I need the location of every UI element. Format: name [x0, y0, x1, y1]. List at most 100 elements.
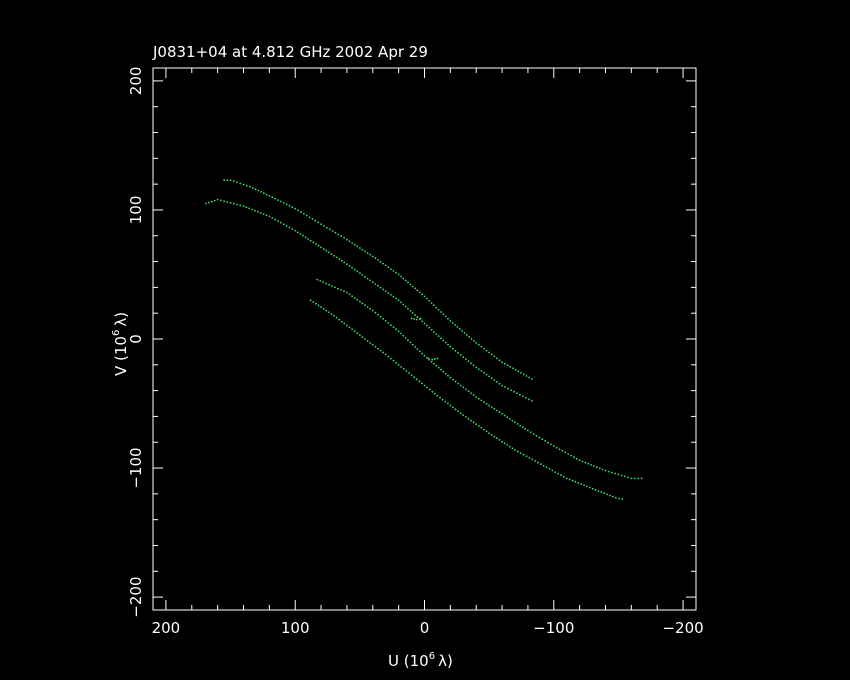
uv-point [216, 198, 219, 201]
uv-point [249, 185, 251, 188]
uv-point [465, 334, 468, 336]
uv-point [633, 477, 636, 480]
uv-point [454, 324, 456, 326]
uv-point [402, 368, 405, 370]
uv-point [312, 241, 315, 244]
uv-point [449, 320, 452, 322]
uv-point [262, 213, 265, 216]
uv-point [361, 274, 364, 276]
uv-point [430, 302, 433, 304]
uv-point [356, 245, 359, 248]
uv-point [404, 305, 407, 308]
uv-point [493, 379, 496, 381]
data-points [205, 179, 643, 500]
uv-point [531, 458, 534, 461]
uv-point [508, 418, 511, 420]
uv-point [320, 246, 322, 249]
uv-point [436, 394, 439, 397]
uv-point [366, 340, 369, 342]
uv-point [488, 404, 490, 407]
uv-point [404, 279, 407, 282]
uv-point [351, 328, 353, 331]
uv-point [485, 373, 488, 376]
uv-point [462, 414, 465, 416]
uv-point [467, 360, 470, 363]
x-tick-label: 200 [152, 619, 181, 637]
uv-point [236, 203, 238, 206]
uv-point [271, 196, 274, 199]
uv-point [248, 207, 251, 210]
x-tick-label: 0 [420, 619, 430, 637]
uv-point [333, 314, 335, 317]
uv-point [501, 412, 503, 415]
uv-point [496, 409, 498, 412]
uv-point [560, 474, 562, 477]
uv-point [371, 255, 374, 258]
uv-point [428, 326, 431, 329]
uv-point [488, 432, 490, 435]
uv-point [395, 361, 397, 364]
uv-point [245, 206, 248, 209]
uv-point [525, 455, 528, 458]
uv-point [277, 220, 279, 223]
uv-point [353, 268, 356, 271]
uv-point [325, 249, 328, 252]
uv-point [552, 445, 555, 447]
uv-point [437, 335, 440, 338]
uv-point [508, 445, 511, 448]
uv-point [603, 492, 606, 495]
uv-point [604, 469, 607, 472]
uv-point [431, 390, 434, 393]
uv-point [507, 387, 509, 390]
uv-point [400, 275, 402, 278]
uv-point [512, 367, 514, 370]
uv-point [415, 378, 418, 381]
uv-point [462, 386, 465, 389]
uv-point [384, 264, 387, 267]
uv-point [384, 320, 387, 322]
uv-point [567, 453, 570, 455]
uv-point [498, 439, 501, 441]
uv-point [433, 331, 435, 333]
uv-point [430, 328, 433, 331]
uv-point [452, 378, 454, 381]
uv-point [371, 309, 374, 312]
uv-point [612, 495, 614, 498]
uv-point [571, 479, 574, 482]
uv-point [537, 461, 539, 464]
uv-point [377, 313, 379, 316]
uv-point [210, 200, 213, 203]
uv-point [294, 207, 297, 210]
uv-point [343, 322, 346, 325]
uv-point [265, 214, 268, 217]
uv-point [444, 315, 447, 318]
uv-point [359, 334, 361, 336]
uv-point [361, 336, 364, 338]
uv-point [490, 434, 493, 436]
uv-point [348, 240, 351, 243]
uv-point [493, 355, 496, 358]
uv-point [462, 356, 465, 358]
uv-point [423, 384, 426, 387]
uv-point [637, 477, 640, 480]
uv-point [461, 330, 463, 332]
uv-point [470, 419, 472, 422]
uv-point [435, 306, 438, 309]
uv-point [340, 289, 342, 291]
uv-point [366, 306, 369, 308]
uv-point [511, 419, 514, 422]
uv-point [440, 311, 442, 313]
uv-point [408, 372, 410, 374]
uv-point [390, 294, 392, 296]
uv-point [328, 228, 331, 231]
uv-point [550, 443, 552, 446]
uv-point [463, 332, 466, 334]
uv-point [323, 225, 325, 227]
uv-point [506, 444, 509, 446]
uv-point [340, 320, 343, 323]
uv-point [428, 358, 431, 361]
uv-point [614, 472, 617, 475]
uv-point [457, 410, 459, 413]
